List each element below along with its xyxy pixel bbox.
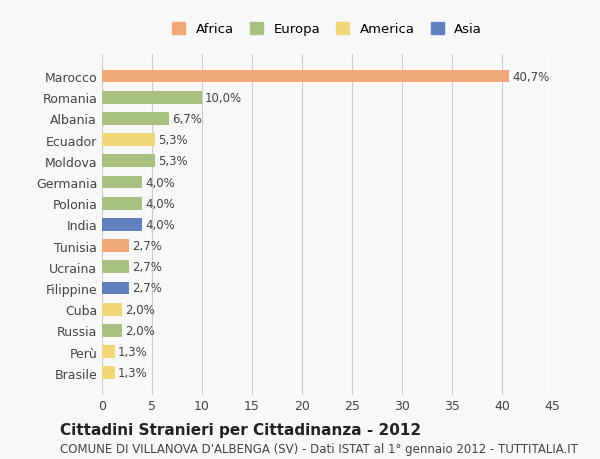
Text: 40,7%: 40,7% xyxy=(512,70,549,84)
Text: 4,0%: 4,0% xyxy=(145,197,175,210)
Bar xyxy=(102,176,142,189)
Text: COMUNE DI VILLANOVA D'ALBENGA (SV) - Dati ISTAT al 1° gennaio 2012 - TUTTITALIA.: COMUNE DI VILLANOVA D'ALBENGA (SV) - Dat… xyxy=(60,442,578,455)
Bar xyxy=(102,197,142,210)
Text: 1,3%: 1,3% xyxy=(118,366,148,380)
Bar xyxy=(102,261,129,274)
Bar xyxy=(102,346,115,358)
Bar xyxy=(102,71,509,83)
Bar xyxy=(102,367,115,379)
Bar xyxy=(102,325,122,337)
Text: 2,0%: 2,0% xyxy=(125,324,155,337)
Text: 10,0%: 10,0% xyxy=(205,91,242,105)
Text: 5,3%: 5,3% xyxy=(158,155,188,168)
Bar xyxy=(102,155,155,168)
Text: 4,0%: 4,0% xyxy=(145,176,175,189)
Text: 5,3%: 5,3% xyxy=(158,134,188,147)
Bar xyxy=(102,240,129,252)
Bar xyxy=(102,218,142,231)
Bar xyxy=(102,303,122,316)
Text: 2,0%: 2,0% xyxy=(125,303,155,316)
Bar xyxy=(102,134,155,147)
Text: 1,3%: 1,3% xyxy=(118,345,148,358)
Text: Cittadini Stranieri per Cittadinanza - 2012: Cittadini Stranieri per Cittadinanza - 2… xyxy=(60,422,421,437)
Text: 6,7%: 6,7% xyxy=(172,112,202,126)
Text: 2,7%: 2,7% xyxy=(132,240,162,252)
Bar xyxy=(102,282,129,295)
Text: 2,7%: 2,7% xyxy=(132,261,162,274)
Bar xyxy=(102,113,169,125)
Text: 4,0%: 4,0% xyxy=(145,218,175,231)
Bar xyxy=(102,92,202,104)
Text: 2,7%: 2,7% xyxy=(132,282,162,295)
Legend: Africa, Europa, America, Asia: Africa, Europa, America, Asia xyxy=(167,17,487,41)
